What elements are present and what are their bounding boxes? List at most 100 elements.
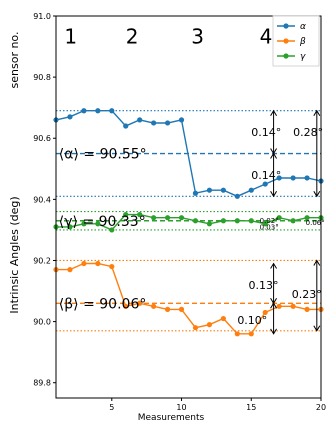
data-point-gamma: [95, 221, 101, 227]
data-point-gamma: [262, 221, 268, 227]
data-point-beta: [276, 303, 282, 309]
legend: α β γ: [272, 15, 320, 67]
data-point-beta: [220, 315, 226, 322]
axes-group: 89.8 90.0 90.2 90.4 90.6 90.8 91.0 5 10 15 20: [33, 12, 326, 412]
y-tick-label: 89.8: [33, 379, 51, 388]
data-point-beta: [109, 263, 115, 270]
data-point-alpha: [109, 108, 115, 114]
data-point-alpha: [304, 175, 310, 181]
x-axis-label: Measurements: [138, 413, 205, 421]
data-point-alpha: [164, 120, 171, 126]
data-point-alpha: [178, 117, 185, 123]
difference-annotation: 0.14°: [251, 126, 281, 139]
data-point-alpha: [248, 187, 254, 193]
sensor-label: 4: [260, 24, 273, 48]
data-point-alpha: [276, 175, 282, 181]
series-group: [53, 108, 324, 337]
x-tick-label: 20: [316, 403, 326, 412]
data-point-gamma: [248, 218, 254, 224]
arrow-head: [313, 109, 321, 116]
difference-annotation: 0.10°: [237, 314, 267, 327]
data-point-beta: [67, 267, 73, 273]
data-point-beta: [178, 306, 185, 312]
data-point-gamma: [304, 215, 310, 221]
data-point-alpha: [290, 175, 296, 181]
difference-annotation: 0.28°: [293, 126, 323, 139]
top-ylabel: sensor no.: [8, 32, 21, 89]
data-point-alpha: [151, 120, 157, 126]
data-point-beta: [304, 306, 310, 312]
data-point-alpha: [234, 193, 240, 199]
difference-annotation: 0.02°: [260, 217, 279, 225]
arrow-head: [270, 191, 278, 198]
sensor-label: 1: [64, 24, 77, 48]
y-tick-label: 90.0: [33, 318, 51, 327]
data-point-gamma: [220, 218, 226, 224]
x-tick-label: 10: [176, 403, 186, 412]
data-point-gamma: [290, 218, 296, 224]
legend-marker-alpha: [283, 23, 289, 29]
difference-annotation: 0.14°: [251, 169, 281, 182]
sensor-label: 2: [126, 24, 139, 48]
data-point-gamma: [178, 215, 185, 221]
data-point-alpha: [95, 108, 101, 114]
data-point-beta: [248, 331, 254, 337]
data-point-alpha: [220, 187, 226, 193]
difference-annotation: 0.23°: [292, 288, 322, 301]
difference-annotation: 0.13°: [248, 279, 278, 292]
plot-frame: [55, 15, 322, 399]
data-point-beta: [81, 260, 87, 267]
data-point-gamma: [192, 218, 199, 224]
legend-marker-beta: [283, 38, 289, 44]
y-tick-label: 90.4: [33, 195, 51, 204]
mean-label: ⟨α⟩ = 90.55°: [59, 147, 147, 163]
data-point-beta: [164, 306, 171, 312]
data-point-beta: [95, 260, 101, 267]
data-point-gamma: [123, 212, 129, 218]
data-point-alpha: [67, 114, 73, 120]
data-point-beta: [206, 322, 213, 328]
y-tick-label: 90.2: [33, 256, 51, 265]
data-point-alpha: [262, 181, 268, 187]
difference-annotation: 0.06°: [306, 219, 325, 227]
data-point-alpha: [81, 108, 87, 114]
arrow-head: [270, 109, 278, 116]
legend-marker-gamma: [283, 53, 289, 59]
y-tick-label: 90.6: [33, 134, 51, 143]
data-point-beta: [151, 303, 157, 309]
mean-label: ⟨β⟩ = 90.06°: [59, 296, 147, 312]
data-point-beta: [262, 309, 268, 316]
y-tick-label: 90.8: [33, 73, 51, 82]
data-point-gamma: [137, 212, 143, 218]
legend-label-gamma: γ: [300, 52, 306, 62]
annotation-group: 1 2 3 4 ⟨α⟩ = 90.55° ⟨γ⟩ = 90.33° ⟨β⟩ = 90.06°…: [59, 24, 325, 335]
data-point-gamma: [276, 215, 282, 221]
arrow-head: [313, 259, 321, 266]
data-point-beta: [192, 325, 199, 331]
sensor-label: 3: [191, 24, 204, 48]
y-axis-label: Intrinsic Angles (deg): [8, 196, 21, 313]
mean-label: ⟨γ⟩ = 90.33°: [59, 214, 146, 230]
data-point-alpha: [137, 117, 143, 123]
arrow-head: [313, 191, 321, 198]
arrow-head: [270, 262, 278, 269]
x-tick-label: 15: [246, 403, 256, 412]
data-point-gamma: [234, 218, 240, 224]
data-point-beta: [234, 331, 240, 337]
arrow-head: [270, 328, 278, 335]
data-point-gamma: [151, 215, 157, 221]
data-point-alpha: [192, 190, 199, 196]
data-point-beta: [290, 303, 296, 309]
legend-label-beta: β: [299, 37, 306, 47]
data-point-gamma: [67, 224, 73, 230]
data-point-alpha: [206, 187, 213, 193]
data-point-alpha: [123, 123, 129, 129]
data-point-gamma: [206, 221, 213, 227]
data-point-beta: [137, 300, 143, 306]
arrow-head: [270, 302, 278, 309]
arrow-head: [313, 325, 321, 332]
data-point-gamma: [164, 215, 171, 221]
